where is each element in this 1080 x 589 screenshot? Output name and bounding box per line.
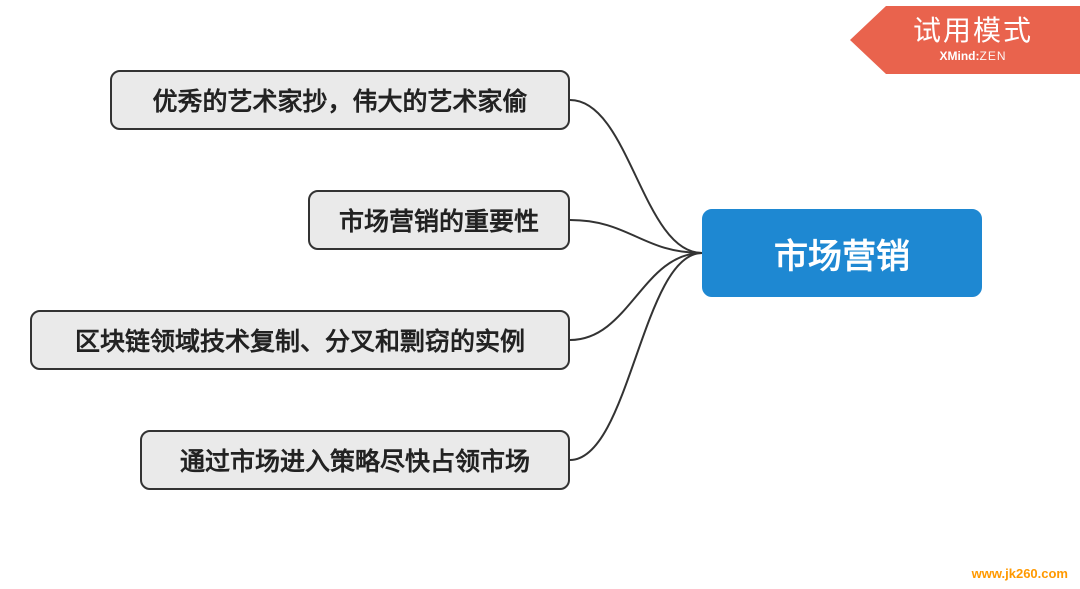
badge-subtitle-thin: ZEN xyxy=(980,49,1007,63)
child-node-2[interactable]: 区块链领域技术复制、分叉和剽窃的实例 xyxy=(30,310,570,370)
connector-3 xyxy=(570,253,702,460)
trial-mode-badge: 试用模式 XMind:ZEN xyxy=(850,6,1080,74)
child-node-label: 区块链领域技术复制、分叉和剽窃的实例 xyxy=(75,322,525,358)
child-node-label: 通过市场进入策略尽快占领市场 xyxy=(180,442,530,478)
child-node-label: 优秀的艺术家抄，伟大的艺术家偷 xyxy=(152,82,527,118)
watermark-text: www.jk260.com xyxy=(972,566,1068,581)
badge-subtitle-sep: : xyxy=(976,49,980,63)
connector-1 xyxy=(570,220,702,253)
badge-subtitle: XMind:ZEN xyxy=(940,49,1007,63)
connector-0 xyxy=(570,100,702,253)
mindmap-canvas: 市场营销 优秀的艺术家抄，伟大的艺术家偷市场营销的重要性区块链领域技术复制、分叉… xyxy=(0,0,1080,589)
child-node-1[interactable]: 市场营销的重要性 xyxy=(308,190,570,250)
child-node-0[interactable]: 优秀的艺术家抄，伟大的艺术家偷 xyxy=(110,70,570,130)
child-node-label: 市场营销的重要性 xyxy=(339,202,539,238)
badge-subtitle-bold: XMind xyxy=(940,49,976,63)
root-node-label: 市场营销 xyxy=(774,229,910,278)
badge-title: 试用模式 xyxy=(913,17,1033,45)
connector-2 xyxy=(570,253,702,340)
root-node[interactable]: 市场营销 xyxy=(702,209,982,297)
child-node-3[interactable]: 通过市场进入策略尽快占领市场 xyxy=(140,430,570,490)
